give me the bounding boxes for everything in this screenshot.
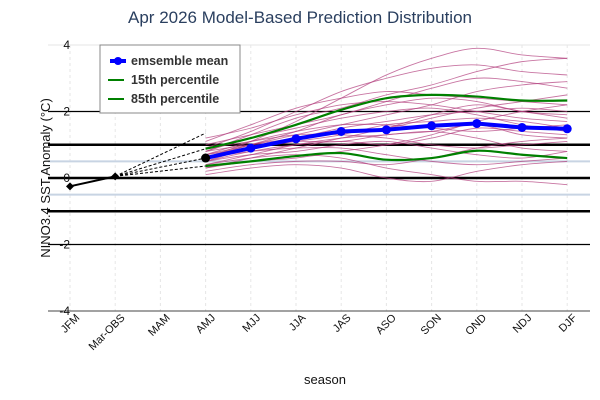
x-tick-labels: JFM Mar-OBS MAM AMJ MJJ JJA JAS ASO SON OND NDJ DJF: [59, 312, 580, 353]
y-tick-labels: 4 2 0 -2 -4: [59, 38, 70, 318]
mean-point-ASO: [381, 125, 391, 135]
ensemble-member-11: [205, 137, 568, 172]
ensemble-member-23: [205, 107, 568, 159]
ensemble-member-2: [205, 64, 568, 149]
series-line-85th-percentile: [205, 93, 568, 150]
mean-point-JJA: [291, 134, 301, 144]
series-line-15th-percentile: [205, 149, 568, 168]
mean-point-OND: [472, 118, 482, 128]
x-tick-label-NDJ: NDJ: [511, 312, 535, 336]
observed-line: [69, 175, 116, 188]
bridge-lines: [114, 132, 206, 177]
y-tick-label: 2: [63, 105, 70, 119]
y-tick-label: 0: [63, 171, 70, 185]
x-tick-label-MAM: MAM: [146, 312, 173, 339]
legend-p15-label: 15th percentile: [131, 73, 219, 87]
ensemble-member-4: [205, 81, 568, 156]
y-tick-label: 4: [63, 38, 70, 52]
series-lines: [201, 93, 572, 168]
mean-point-JAS: [336, 126, 346, 136]
x-tick-label-AMJ: AMJ: [194, 312, 218, 336]
bridge-line-3: [115, 157, 206, 177]
y-axis-label: NINO3.4 SST Anomaly (°C): [38, 98, 53, 258]
ensemble-member-3: [205, 154, 568, 186]
x-tick-label-OND: OND: [463, 312, 489, 338]
mean-point-NDJ: [517, 122, 527, 132]
mean-point-AMJ: [201, 153, 211, 163]
ensemble-member-10: [205, 77, 568, 146]
x-tick-label-SON: SON: [419, 312, 444, 337]
observed-series: [66, 172, 120, 191]
mean-point-SON: [427, 121, 437, 131]
x-axis-label: season: [304, 372, 346, 387]
legend-p85-label: 85th percentile: [131, 92, 219, 106]
bridge-line-1: [114, 132, 206, 177]
legend-mean-marker: [114, 57, 122, 65]
ensemble-member-1: [205, 47, 568, 159]
x-tick-label-DJF: DJF: [557, 312, 580, 335]
ensemble-members: [205, 47, 568, 186]
ensemble-member-9: [205, 146, 568, 166]
legend-mean-label: emsemble mean: [131, 54, 228, 68]
ensemble-member-18: [205, 160, 568, 183]
observed-point-JFM: [66, 182, 74, 191]
y-tick-label: -4: [59, 304, 70, 318]
legend: emsemble mean 15th percentile 85th perce…: [99, 44, 241, 114]
x-tick-label-JAS: JAS: [331, 312, 354, 335]
x-tick-label-JJA: JJA: [287, 312, 309, 334]
y-tick-label: -2: [59, 238, 70, 252]
observed-point-Mar-OBS: [111, 172, 120, 181]
x-tick-label-MJJ: MJJ: [240, 312, 263, 335]
mean-point-MJJ: [246, 143, 256, 153]
ensemble-member-21: [205, 140, 568, 162]
x-tick-label-Mar-OBS: Mar-OBS: [87, 312, 128, 353]
x-tick-label-ASO: ASO: [374, 312, 399, 337]
mean-point-DJF: [562, 124, 572, 134]
chart-title: Apr 2026 Model-Based Prediction Distribu…: [128, 8, 472, 27]
bridge-line-4: [115, 165, 206, 177]
bridge-line-2: [115, 148, 206, 177]
ensemble-member-17: [205, 57, 568, 152]
